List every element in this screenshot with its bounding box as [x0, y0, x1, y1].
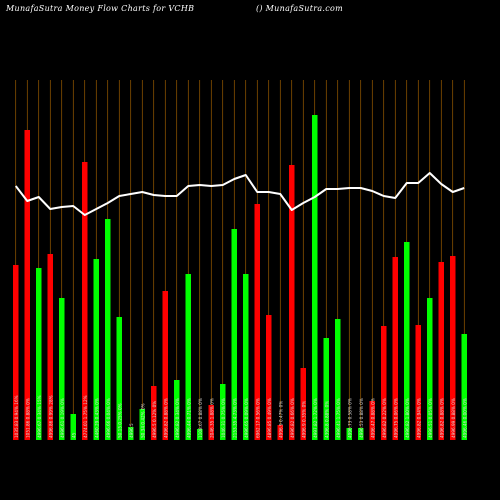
x-axis-label: 1051.86 0.88% 0% [25, 398, 30, 438]
x-axis-label: 4996.82 0.22% 0% [382, 398, 387, 438]
money-flow-bar [231, 229, 237, 440]
money-flow-bar [277, 425, 283, 440]
x-axis-label: 4996.51 0.05% 0% [428, 398, 433, 438]
money-flow-bar [24, 130, 30, 440]
money-flow-bar [369, 401, 375, 440]
money-flow-bar [450, 256, 456, 440]
money-flow-bar [70, 414, 76, 440]
x-axis-label: 4996.82 0.94% 0% [416, 398, 421, 438]
x-axis-label: 2046.35 1.88% 0% [209, 398, 214, 438]
money-flow-bar [105, 219, 111, 440]
x-axis-label: 4996.5 0.12% 0% [152, 401, 157, 438]
x-axis-label: 4996.82 0.34% 0% [175, 398, 180, 438]
x-axis-label: 50.34 0.42% 0% [140, 403, 145, 438]
money-flow-bar [323, 338, 329, 440]
site-credit: () MunafaSutra.com [256, 4, 344, 13]
x-axis-label: 4996.75 0.06% 0% [393, 398, 398, 438]
money-flow-bar [381, 326, 387, 440]
x-axis-label: 4996.65 0.09% 0% [244, 398, 249, 438]
x-axis-label: 1035.83 0.94% 16% [14, 395, 19, 438]
money-flow-bar [438, 262, 444, 440]
money-flow-bar [116, 317, 122, 440]
money-flow-bar [36, 268, 42, 440]
x-axis-label: 4996.44 0.71% 0% [186, 398, 191, 438]
x-axis-label: 45 [71, 432, 76, 438]
x-axis-label: 6962.17 0.56% 0% [255, 398, 260, 438]
money-flow-bar [139, 409, 145, 440]
x-axis-label: 4997.82 1.72% 0% [313, 398, 318, 438]
x-axis-label: 50.15 0.25% 0% [117, 403, 122, 438]
money-flow-bar [312, 115, 318, 440]
money-flow-bar [358, 428, 364, 440]
money-flow-bars [13, 115, 467, 440]
x-axis-label: 4996.53 0.88% 0% [359, 398, 364, 438]
x-axis-label: 4996.47 0.88% 0% [370, 398, 375, 438]
money-flow-bar [243, 274, 249, 440]
x-axis-label: 4996.61 0.19% 0% [60, 398, 65, 438]
price-line-series [14, 172, 465, 216]
x-axis-label: 4996.86 0.99% 28% [48, 395, 53, 438]
money-flow-bar [335, 319, 341, 440]
x-axis-label: 4996.73 0.58% 0% [347, 398, 352, 438]
x-axis-label: 4996.82 0.88% 0% [163, 398, 168, 438]
money-flow-bar [300, 368, 306, 440]
money-flow-bar [220, 384, 226, 440]
money-flow-bar [185, 274, 191, 440]
money-flow-bar [47, 254, 53, 440]
money-flow-bar [415, 325, 421, 440]
x-axis-labels: 1035.83 0.94% 16% 1051.86 0.88% 0% 4996.67… [14, 395, 468, 438]
money-flow-bar [392, 257, 398, 440]
x-axis-label: 4996.82 0.66% 0% [290, 398, 295, 438]
x-axis-label: 4996.82 1.80% 0% [405, 398, 410, 438]
x-axis-label: 4996.46 0.00% 0% [462, 398, 467, 438]
x-axis-label: 4996.41 1.75% 0% [336, 398, 341, 438]
money-flow-bar [93, 259, 99, 440]
money-flow-bar [13, 265, 19, 440]
money-flow-bar [254, 204, 260, 440]
x-axis-label: 4996.66 0.04% 0% [106, 398, 111, 438]
price-line [14, 172, 465, 216]
x-axis-label: 4996.99 0.88% 0% [451, 398, 456, 438]
chart-title: MunafaSutra Money Flow Charts for VCHB [6, 4, 195, 13]
money-flow-bar [59, 298, 65, 440]
money-flow-bar [427, 298, 433, 440]
money-flow-bar [162, 291, 168, 440]
money-flow-bar [197, 429, 203, 440]
x-axis-label: 4774.01 1.75% 12% [83, 395, 88, 438]
gridlines [15, 80, 465, 440]
x-axis-label: 4396.8 0.88% 0% [324, 401, 329, 438]
x-axis-label: 4896.85 0.49% 0% [267, 398, 272, 438]
money-flow-bar [82, 162, 88, 440]
x-axis-label: 1108.67 0.88% 0% [198, 398, 203, 438]
chart-header: MunafaSutra Money Flow Charts for VCHB (… [0, 4, 500, 18]
money-flow-bar [289, 165, 295, 440]
x-axis-label: 1046.31 0.75% 0% [221, 398, 226, 438]
x-axis-label: 4996.82 0.88% 0% [439, 398, 444, 438]
money-flow-bar [404, 242, 410, 440]
x-axis-label: 4996.67 0.34% 15% [37, 395, 42, 438]
money-flow-bar [174, 380, 180, 440]
money-flow-bar [461, 334, 467, 440]
money-flow-bar [346, 428, 352, 440]
money-flow-bar [208, 405, 214, 440]
x-axis-label: 4996.9 0.47% 0% [278, 401, 283, 438]
x-axis-label: 4460.29 0.43% 0% [94, 398, 99, 438]
x-axis-label: 4996.5 [129, 423, 134, 438]
money-flow-bar [128, 427, 134, 440]
x-axis-label: 4996.9 0.35% 0% [301, 401, 306, 438]
money-flow-bar [151, 386, 157, 440]
money-flow-bar [266, 315, 272, 440]
x-axis-label: 2153.35 4.73% 0% [232, 398, 237, 438]
